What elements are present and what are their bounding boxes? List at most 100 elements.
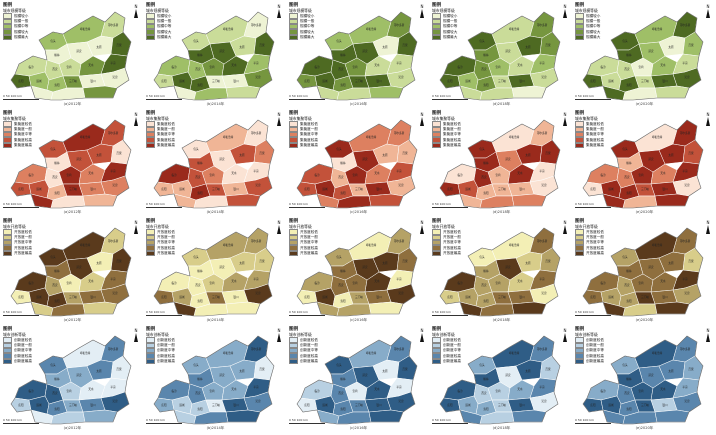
- map-caption: (b)2014年: [206, 426, 225, 430]
- map-panel: 包头 呼和浩特 鄂尔多斯 榆林 延安 太原 吕梁 临汾 西安 宝鸡 天水 平凉 庆阳 运城 洛阳 三门峡 银川 吴…: [573, 2, 716, 110]
- legend-entry: 创新度较低: [289, 337, 318, 343]
- basin-outline: [582, 119, 704, 209]
- scale-ticks: 0 50 100 km: [289, 94, 308, 98]
- scale-bar-line: [3, 207, 39, 209]
- legend-swatch: [3, 137, 12, 143]
- legend-title: 图例: [146, 327, 156, 332]
- place-label: 西安: [481, 67, 487, 71]
- legend-swatch: [3, 34, 12, 41]
- legend-label: 创新度中等: [586, 348, 604, 353]
- legend-title: 图例: [289, 219, 299, 224]
- legend-entry: 规模最大: [432, 34, 457, 41]
- legend: 图例 城市开放等级 开放度较低 开放度一般 开放度中等 开放度较高 开放度最高: [575, 219, 604, 257]
- place-label: 延安: [648, 265, 654, 269]
- place-label: 呼和浩特: [509, 243, 520, 247]
- place-label: 临汾: [600, 65, 606, 69]
- legend-subtitle: 城市创新等级: [289, 331, 312, 337]
- place-label: 银川: [90, 403, 96, 407]
- place-label: 运城: [608, 79, 614, 83]
- scale-bar: 0 50 100 km: [432, 202, 468, 209]
- place-label: 三门峡: [498, 295, 506, 299]
- legend-entry: 规模一般: [289, 18, 314, 24]
- legend-subtitle: 城市集聚等级: [432, 115, 455, 121]
- place-label: 临汾: [600, 173, 606, 177]
- legend-entry: 规模一般: [575, 18, 600, 24]
- place-label: 平凉: [396, 169, 402, 173]
- legend-entry: 规模中等: [432, 23, 457, 30]
- legend-swatch: [3, 353, 12, 359]
- place-label: 西安: [624, 175, 630, 179]
- legend-swatch: [3, 347, 12, 354]
- north-arrow-icon: N: [132, 112, 140, 126]
- legend-label: 规模较大: [14, 29, 29, 34]
- legend-entry: 开放度一般: [289, 234, 318, 240]
- legend-swatch: [3, 23, 12, 30]
- legend-subtitle: 城市开放等级: [432, 223, 455, 229]
- legend-label: 开放度最高: [443, 251, 461, 256]
- place-label: 三门峡: [641, 187, 649, 191]
- legend-label: 开放度较高: [300, 245, 318, 250]
- place-label: 宝鸡: [638, 281, 644, 285]
- legend-subtitle: 城市集聚等级: [3, 115, 26, 121]
- legend-title: 图例: [289, 111, 299, 116]
- legend-entry: 规模较小: [289, 13, 314, 19]
- north-arrow-icon: N: [275, 112, 283, 126]
- place-label: 包头: [50, 147, 56, 151]
- legend-entry: 规模较大: [3, 29, 29, 35]
- place-label: 天水: [374, 171, 380, 175]
- north-label: N: [706, 112, 710, 117]
- legend: 图例 城市创新等级 创新度较低 创新度一般 创新度中等 创新度较高 创新度最高: [289, 327, 318, 365]
- legend: 图例 城市集聚等级 集聚度较低 集聚度一般 集聚度中等 集聚度较高 集聚度最高: [3, 111, 32, 149]
- place-label: 庆阳: [304, 403, 310, 407]
- legend-swatch: [146, 23, 155, 30]
- place-label: 平凉: [396, 277, 402, 281]
- legend-label: 创新度较低: [586, 337, 604, 342]
- place-label: 西安: [195, 283, 201, 287]
- legend-label: 规模较大: [157, 29, 172, 34]
- place-label: 洛阳: [483, 191, 489, 195]
- place-label: 天水: [517, 387, 523, 391]
- place-label: 吴忠: [112, 75, 118, 79]
- legend-swatch: [146, 347, 155, 354]
- legend-swatch: [289, 234, 298, 240]
- legend-title: 图例: [432, 219, 442, 224]
- place-label: 榆林: [340, 161, 346, 165]
- place-label: 三门峡: [641, 295, 649, 299]
- legend-swatch: [289, 13, 298, 19]
- place-label: 包头: [336, 147, 342, 151]
- north-arrow-shape: [277, 333, 281, 342]
- scale-bar-line: [146, 423, 182, 425]
- place-label: 西安: [624, 67, 630, 71]
- map-region: [654, 85, 690, 99]
- place-label: 临汾: [457, 389, 463, 393]
- scale-ticks: 0 50 100 km: [3, 418, 22, 422]
- place-label: 西安: [195, 175, 201, 179]
- legend-entry: 集聚度中等: [3, 131, 32, 138]
- legend-entry: 开放度一般: [575, 234, 604, 240]
- scale-bar: 0 50 100 km: [575, 202, 611, 209]
- legend-label: 规模中等: [586, 24, 601, 29]
- place-label: 延安: [505, 265, 511, 269]
- place-label: 宝鸡: [66, 281, 72, 285]
- north-label: N: [420, 328, 424, 333]
- place-label: 鄂尔多斯: [251, 239, 262, 243]
- legend-swatch: [432, 229, 441, 235]
- map-caption: (d)2018年: [492, 102, 511, 106]
- place-label: 临汾: [314, 65, 320, 69]
- legend-label: 集聚度较低: [300, 121, 318, 126]
- place-label: 太原: [239, 369, 245, 373]
- legend-entry: 开放度一般: [3, 234, 32, 240]
- place-label: 包头: [622, 147, 628, 151]
- place-label: 鄂尔多斯: [537, 347, 548, 351]
- scale-ticks: 0 50 100 km: [146, 310, 165, 314]
- place-label: 洛阳: [626, 191, 632, 195]
- place-label: 西安: [624, 391, 630, 395]
- place-label: 银川: [233, 403, 239, 407]
- place-label: 平凉: [682, 385, 688, 389]
- north-label: N: [277, 220, 281, 225]
- place-label: 呼和浩特: [80, 135, 91, 139]
- place-label: 包头: [622, 39, 628, 43]
